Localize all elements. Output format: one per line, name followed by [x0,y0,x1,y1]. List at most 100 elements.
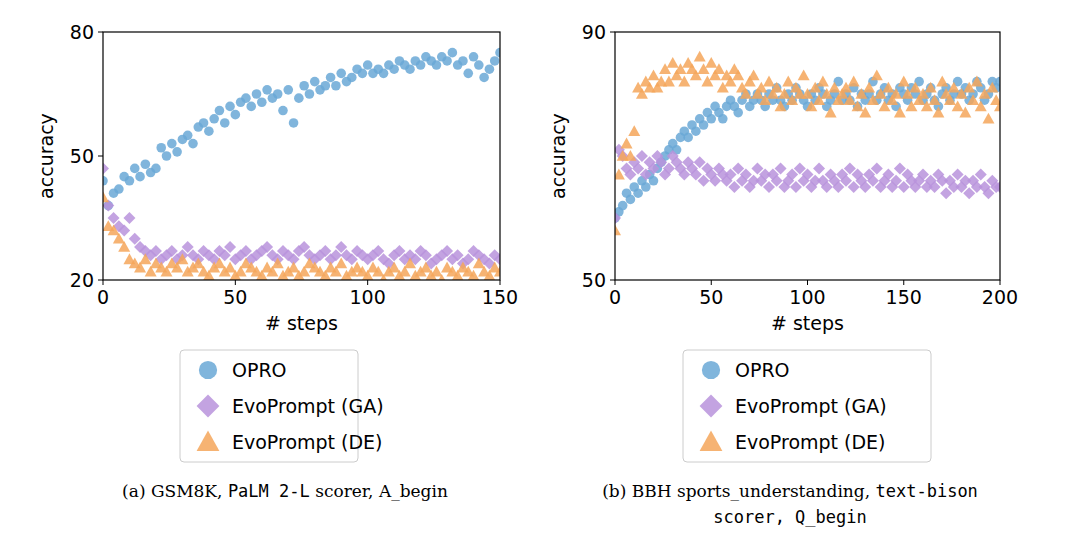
y-axis-label: accuracy [35,113,57,199]
point [473,257,485,268]
x-tick-label: 50 [699,286,723,308]
legend-label: OPRO [735,359,790,381]
point [379,69,389,79]
point [213,257,225,268]
point [130,164,140,174]
point [678,76,690,87]
y-tick [610,280,615,281]
x-tick [103,280,104,285]
point [294,93,304,103]
legend-label: OPRO [232,359,287,381]
y-tick [98,32,103,33]
point [183,131,193,141]
point [331,81,341,91]
point [628,125,640,136]
y-tick-label: 80 [70,21,94,43]
point [420,262,432,273]
point [713,63,725,74]
point [732,69,744,80]
point [123,212,135,224]
point [436,274,448,280]
x-tick [615,280,616,285]
point [763,76,775,87]
point [299,81,309,91]
point [192,257,204,268]
point [358,69,368,79]
point [782,76,794,87]
point [448,48,458,58]
caption: scorer, Q_begin [713,507,867,527]
point [118,224,130,236]
y-axis-label: accuracy [547,113,569,199]
x-tick-label: 100 [350,286,386,308]
legend: OPROEvoPrompt (GA)EvoPrompt (DE) [683,350,931,462]
x-axis-label: # steps [771,312,844,334]
y-tick-label: 20 [70,269,94,291]
x-tick-label: 200 [982,286,1018,308]
point [898,76,910,87]
legend-box [683,350,931,462]
point [986,82,998,93]
legend-marker [700,395,723,418]
point [463,69,473,79]
point [995,77,1000,87]
point [936,76,948,87]
point [103,162,109,174]
point [151,164,161,174]
x-tick [807,280,808,285]
caption-part: text-bison [876,481,978,501]
point [490,56,500,66]
point [199,118,209,128]
series [615,77,1000,223]
point [485,64,495,74]
panel: 050100150205080# stepsaccuracyOPROEvoPro… [35,21,518,501]
point [959,107,971,118]
point [209,114,219,124]
point [172,147,182,157]
point [667,57,679,68]
point [468,270,480,280]
point [894,107,906,118]
series [615,144,1000,224]
point [139,253,151,264]
point [405,64,415,74]
point [336,69,346,79]
point [929,94,941,105]
point [495,48,500,58]
caption-part: (b) BBH sports_understanding, [602,481,875,501]
point [389,64,399,74]
point [224,241,236,253]
point [494,266,500,277]
point [283,85,293,95]
point [982,113,994,124]
point [844,94,856,105]
point [252,89,262,99]
point [135,172,145,182]
point [103,176,108,186]
point [479,73,489,83]
point [108,224,120,235]
point [215,106,225,116]
point [775,162,787,174]
legend-label: EvoPrompt (GA) [232,395,384,417]
point [798,69,810,80]
point [289,118,299,128]
point [890,88,902,99]
point [310,77,320,87]
point [615,169,625,180]
series [103,162,500,269]
frame [103,32,500,280]
x-tick [235,280,236,285]
x-tick-label: 100 [789,286,825,308]
point [141,159,151,169]
point [882,82,894,93]
point [246,102,256,112]
legend-label: EvoPrompt (DE) [735,431,886,453]
point [288,262,300,273]
point [699,120,709,130]
point [458,56,468,66]
point [863,82,875,93]
point [167,139,177,149]
point [321,81,331,91]
point [442,56,452,66]
